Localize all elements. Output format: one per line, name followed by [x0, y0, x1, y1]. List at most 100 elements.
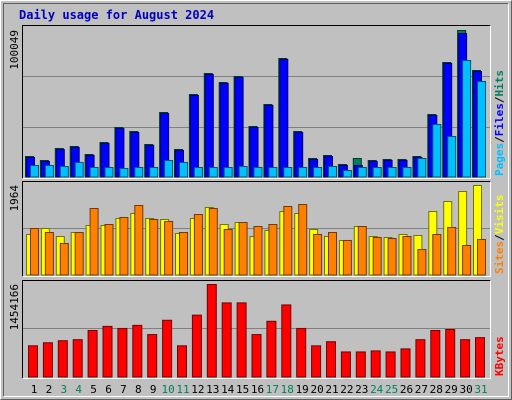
x-tick-label: 20 — [310, 383, 323, 396]
x-tick-label: 3 — [60, 383, 67, 396]
x-tick-label: 7 — [120, 383, 127, 396]
bar — [357, 166, 367, 178]
bar — [206, 284, 217, 378]
bar — [340, 351, 351, 378]
x-tick-label: 13 — [206, 383, 219, 396]
bar — [328, 232, 337, 276]
bar — [385, 351, 396, 378]
bar — [42, 342, 53, 378]
x-tick-label: 18 — [281, 383, 294, 396]
bar — [372, 166, 382, 178]
bar — [447, 227, 457, 276]
bar — [238, 222, 248, 276]
x-tick-label: 8 — [135, 383, 142, 396]
bar — [134, 205, 144, 276]
bar — [44, 232, 54, 276]
x-tick-label: 16 — [251, 383, 264, 396]
bar — [253, 226, 263, 276]
bar — [355, 351, 366, 378]
x-tick-label: 30 — [459, 383, 472, 396]
frame — [3, 3, 509, 397]
bar — [179, 161, 188, 178]
bar — [298, 166, 308, 178]
bar — [177, 345, 187, 378]
bar — [221, 302, 232, 378]
plot-border — [22, 181, 491, 277]
y-tick-label: 100049 — [8, 30, 21, 70]
bar — [432, 233, 442, 276]
plot-border — [22, 25, 491, 179]
bar — [89, 208, 99, 276]
x-tick-label: 14 — [221, 383, 235, 396]
bar — [417, 249, 427, 276]
bar — [462, 60, 472, 178]
bar — [370, 350, 381, 378]
legend-entry: Files — [493, 103, 506, 136]
bar — [134, 166, 144, 178]
x-tick-label: 31 — [474, 383, 487, 396]
bar — [251, 334, 262, 378]
bar — [149, 219, 159, 276]
bar — [234, 77, 244, 178]
bar — [219, 82, 229, 178]
x-tick-label: 28 — [430, 383, 443, 396]
x-tick-label: 6 — [105, 383, 112, 396]
bar — [402, 166, 412, 178]
bar — [30, 164, 39, 178]
bar — [402, 236, 412, 276]
bar — [266, 320, 277, 378]
bar — [342, 170, 352, 178]
bar — [204, 74, 214, 178]
bar — [326, 341, 336, 378]
bar — [268, 223, 278, 276]
x-tick-label: 22 — [340, 383, 353, 396]
bar — [119, 167, 129, 178]
bar — [191, 314, 202, 378]
y-tick-label: 1964 — [8, 185, 21, 212]
bar — [296, 327, 307, 378]
x-tick-label: 21 — [325, 383, 338, 396]
bar — [313, 166, 323, 178]
bar — [475, 337, 485, 378]
bar — [283, 205, 293, 276]
x-tick-label: 11 — [176, 383, 189, 396]
bar — [432, 124, 442, 178]
bar — [387, 166, 397, 178]
plot-border — [22, 181, 491, 277]
bar — [74, 161, 84, 178]
bar — [74, 232, 84, 276]
x-tick-label: 26 — [400, 383, 413, 396]
bar — [179, 232, 188, 276]
bar — [268, 166, 278, 178]
bar — [447, 136, 457, 178]
x-tick-label: 9 — [150, 383, 157, 396]
bar — [236, 302, 247, 378]
bar — [162, 319, 173, 378]
bar — [102, 325, 113, 378]
bar — [298, 204, 308, 276]
bar — [57, 340, 68, 378]
frame — [3, 3, 509, 397]
bar — [223, 166, 233, 178]
bar — [89, 166, 99, 178]
y-tick-label: 1454166 — [8, 284, 21, 330]
bar — [164, 221, 174, 276]
bar — [311, 345, 322, 378]
bar — [30, 227, 39, 276]
bar — [417, 158, 427, 178]
bar — [281, 304, 292, 378]
bar — [328, 165, 337, 178]
bar — [283, 166, 293, 178]
plot-border — [22, 280, 491, 379]
bar — [415, 339, 426, 378]
legend-entry: Pages — [493, 143, 506, 176]
x-tick-label: 15 — [236, 383, 249, 396]
bar — [477, 80, 486, 178]
x-tick-label: 1 — [31, 383, 38, 396]
legend-separator: / — [493, 96, 506, 103]
bar — [193, 166, 203, 178]
bar — [104, 166, 114, 178]
bar — [149, 166, 159, 178]
legend-separator: / — [493, 234, 506, 241]
